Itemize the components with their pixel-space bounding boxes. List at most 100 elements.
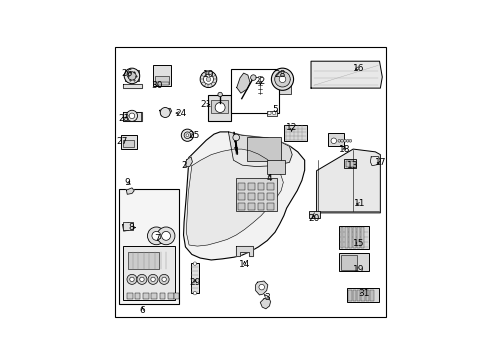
Bar (238, 193, 244, 200)
Bar (267, 160, 285, 174)
Text: 3: 3 (264, 293, 269, 302)
Bar (361, 227, 364, 248)
Bar (257, 203, 264, 210)
Bar (338, 226, 368, 249)
Bar (247, 138, 280, 161)
Circle shape (147, 227, 165, 245)
Bar (369, 290, 373, 301)
Bar (340, 255, 357, 270)
Bar (267, 183, 274, 190)
Circle shape (206, 77, 210, 81)
Text: 26: 26 (121, 69, 132, 78)
Circle shape (152, 231, 161, 240)
Circle shape (162, 277, 166, 282)
Circle shape (215, 103, 224, 112)
Bar (230, 69, 279, 113)
Circle shape (157, 227, 175, 245)
Bar (275, 83, 290, 94)
Circle shape (160, 108, 170, 117)
Text: 29: 29 (189, 279, 201, 288)
Circle shape (232, 134, 239, 141)
Circle shape (124, 68, 140, 84)
Text: 12: 12 (285, 123, 297, 132)
Bar (123, 222, 133, 230)
Circle shape (343, 139, 346, 142)
Bar (365, 290, 368, 301)
Bar (266, 111, 277, 116)
Text: 14: 14 (238, 261, 250, 269)
Circle shape (150, 277, 155, 282)
Bar (135, 293, 140, 299)
Bar (247, 183, 254, 190)
Bar (309, 211, 319, 219)
Bar (257, 183, 264, 190)
Circle shape (183, 132, 190, 139)
Polygon shape (122, 112, 142, 121)
Circle shape (129, 113, 135, 118)
Circle shape (126, 110, 137, 121)
Text: 5: 5 (272, 105, 278, 114)
Bar (151, 293, 157, 299)
Bar (208, 95, 230, 121)
Circle shape (340, 139, 343, 142)
Text: 2: 2 (182, 161, 187, 170)
Circle shape (330, 138, 336, 144)
Bar (119, 189, 178, 304)
Bar (357, 227, 359, 248)
Text: 15: 15 (352, 239, 364, 248)
Bar (125, 70, 139, 81)
Text: 11: 11 (354, 199, 365, 208)
Text: 30: 30 (151, 81, 163, 90)
Text: 7: 7 (154, 234, 160, 243)
Circle shape (337, 139, 340, 142)
Text: 24: 24 (175, 109, 186, 118)
Bar (160, 293, 165, 299)
Bar (122, 246, 175, 300)
Text: 21: 21 (200, 100, 211, 109)
Bar (340, 227, 343, 248)
Bar (238, 183, 244, 190)
Circle shape (274, 72, 290, 87)
Circle shape (272, 111, 275, 115)
Text: 27: 27 (117, 137, 128, 146)
Polygon shape (122, 223, 130, 231)
Circle shape (181, 129, 193, 141)
Circle shape (162, 231, 170, 240)
Text: 22: 22 (254, 77, 265, 86)
Polygon shape (186, 149, 283, 246)
Text: 19: 19 (352, 265, 364, 274)
Text: 28: 28 (273, 70, 285, 79)
Bar (123, 112, 141, 121)
Text: 18: 18 (338, 145, 349, 154)
Polygon shape (260, 298, 270, 309)
Circle shape (203, 74, 213, 84)
Polygon shape (255, 281, 267, 295)
Bar (123, 140, 134, 147)
Circle shape (346, 139, 348, 142)
Circle shape (348, 139, 351, 142)
Bar (127, 293, 133, 299)
Bar (267, 193, 274, 200)
Circle shape (185, 134, 188, 136)
Bar (267, 203, 274, 210)
Text: 1: 1 (233, 141, 239, 150)
Circle shape (259, 284, 264, 290)
Bar (352, 227, 355, 248)
Circle shape (218, 92, 222, 97)
Bar (153, 66, 171, 86)
Bar (257, 193, 264, 200)
Bar (247, 193, 254, 200)
Text: 17: 17 (374, 158, 386, 167)
Circle shape (159, 274, 169, 284)
Circle shape (267, 111, 270, 115)
Text: 31: 31 (358, 289, 369, 298)
Circle shape (129, 277, 134, 282)
Circle shape (193, 262, 196, 265)
Text: 13: 13 (346, 161, 358, 170)
Circle shape (137, 274, 146, 284)
Polygon shape (228, 132, 292, 167)
Text: 20: 20 (307, 214, 319, 223)
Text: 16: 16 (352, 64, 364, 73)
Bar (247, 203, 254, 210)
Polygon shape (183, 132, 304, 260)
